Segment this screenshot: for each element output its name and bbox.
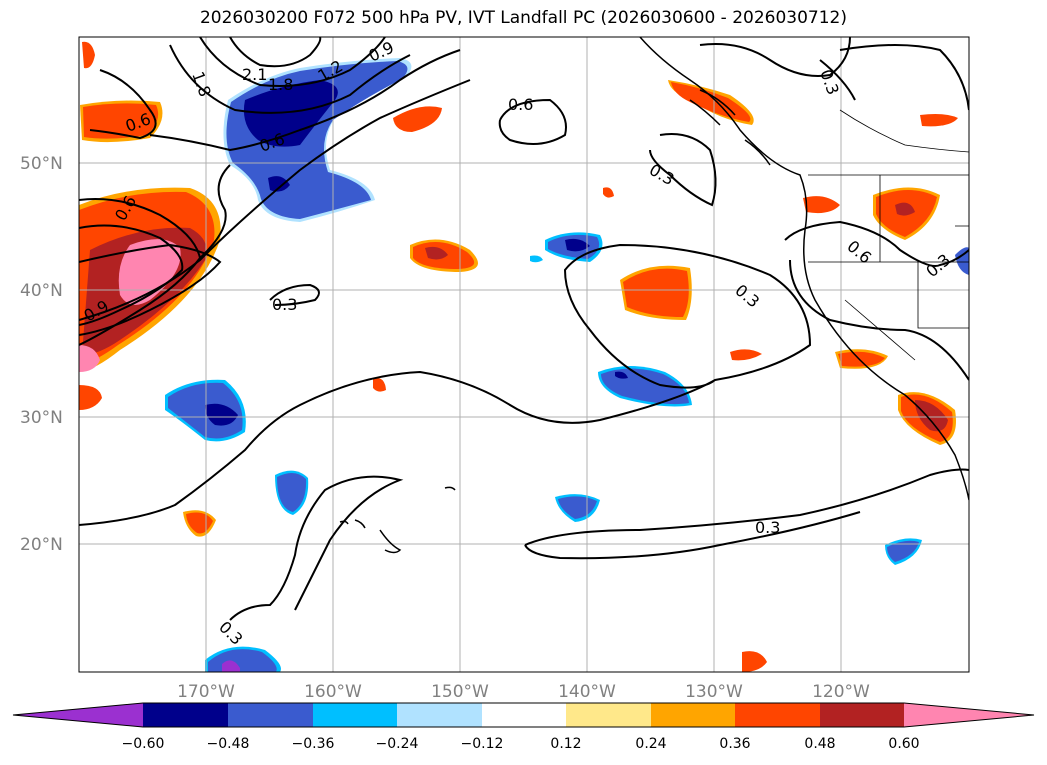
political-borders	[808, 109, 969, 361]
contour-label: 0.6	[508, 95, 533, 114]
contour-label: 0.3	[272, 295, 297, 314]
colorbar-segment	[313, 703, 397, 727]
colorbar-segment	[482, 703, 566, 727]
lon-label: 120°W	[812, 682, 870, 702]
contour-label: 1.8	[268, 75, 293, 94]
colorbar-label: 0.36	[719, 736, 750, 752]
map-frame	[78, 36, 970, 673]
colorbar-segment	[735, 703, 820, 727]
colorbar-segment	[397, 703, 482, 727]
colorbar-label: 0.12	[550, 736, 581, 752]
colorbar-segment	[651, 703, 735, 727]
colorbar-segment	[228, 703, 313, 727]
colorbar-label: −0.24	[376, 736, 419, 752]
contour-label: 2.1	[242, 65, 267, 84]
lon-label: 150°W	[431, 682, 489, 702]
lon-label: 160°W	[304, 682, 362, 702]
colorbar-segment	[566, 703, 651, 727]
contour-label: 0.3	[755, 518, 780, 537]
colorbar-label: −0.48	[207, 736, 250, 752]
lat-label: 50°N	[20, 154, 63, 174]
lat-label: 40°N	[20, 281, 63, 301]
lat-label: 20°N	[20, 535, 63, 555]
lat-label: 30°N	[20, 408, 63, 428]
colorbar-label: 0.60	[888, 736, 919, 752]
coastlines	[339, 37, 969, 554]
gridlines	[79, 37, 969, 672]
latitude-labels: 50°N 40°N 30°N 20°N	[20, 154, 63, 555]
pv-positive-anomalies	[79, 41, 958, 672]
colorbar-label: −0.12	[461, 736, 504, 752]
colorbar-outline	[12, 702, 1035, 728]
lon-label: 130°W	[685, 682, 743, 702]
colorbar-labels: −0.60 −0.48 −0.36 −0.24 −0.12 0.12 0.24 …	[122, 736, 920, 752]
colorbar-label: −0.36	[292, 736, 335, 752]
colorbar: −0.60 −0.48 −0.36 −0.24 −0.12 0.12 0.24 …	[12, 702, 1035, 752]
colorbar-label: −0.60	[122, 736, 165, 752]
pv-negative-anomalies	[165, 58, 969, 672]
map-frame-background	[79, 37, 969, 672]
longitude-labels: 170°W 160°W 150°W 140°W 130°W 120°W	[177, 682, 870, 702]
lon-label: 140°W	[558, 682, 616, 702]
lon-label: 170°W	[177, 682, 235, 702]
colorbar-extend-right	[904, 703, 1034, 727]
colorbar-extend-left	[13, 703, 143, 727]
pv-contours	[79, 37, 969, 621]
colorbar-label: 0.24	[635, 736, 666, 752]
colorbar-segment	[820, 703, 904, 727]
colorbar-segment	[143, 703, 228, 727]
colorbar-label: 0.48	[804, 736, 835, 752]
map-title: 2026030200 F072 500 hPa PV, IVT Landfall…	[199, 8, 847, 28]
